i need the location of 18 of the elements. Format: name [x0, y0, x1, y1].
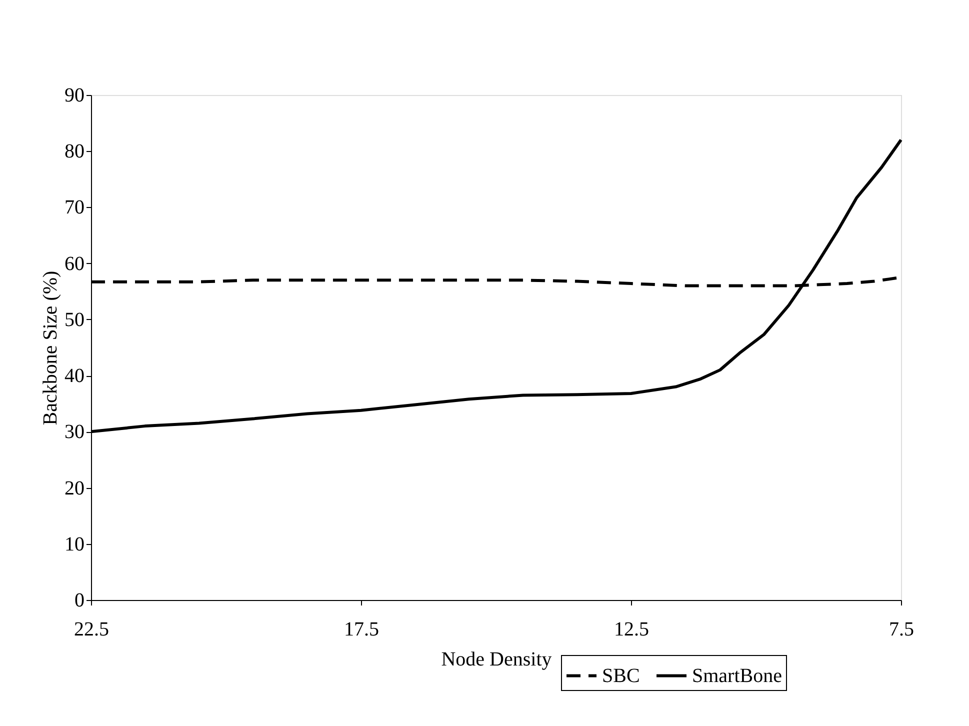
y-tick-label: 20: [64, 477, 84, 500]
y-tick-label: 70: [64, 196, 84, 219]
x-tick-label: 7.5: [889, 618, 914, 640]
legend-label: SmartBone: [692, 664, 782, 687]
y-axis-title: Backbone Size (%): [40, 270, 62, 426]
x-tick-label: 12.5: [614, 618, 649, 640]
y-tick-label: 30: [64, 421, 84, 444]
y-tick-label: 40: [64, 365, 84, 388]
y-tick-label: 0: [74, 590, 84, 612]
y-tick-label: 80: [64, 140, 84, 163]
y-tick-label: 60: [64, 252, 84, 275]
y-tick-label: 10: [64, 533, 84, 556]
legend-label: SBC: [602, 664, 640, 687]
x-tick-label: 17.5: [344, 618, 379, 640]
y-tick-label: 50: [64, 308, 84, 331]
y-tick-label: 90: [64, 84, 84, 106]
x-axis-title: Node Density: [441, 648, 552, 670]
x-tick-label: 22.5: [74, 618, 109, 640]
